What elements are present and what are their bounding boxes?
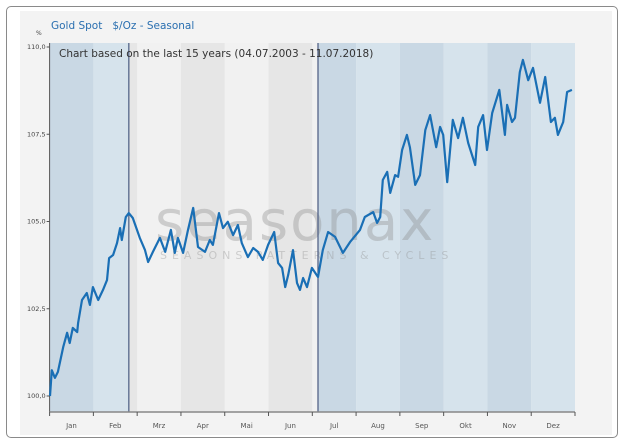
y-tick-label: 100,0 (27, 392, 46, 400)
y-unit-label: % (36, 30, 42, 37)
chart-annotation: Chart based on the last 15 years (04.07.… (59, 48, 373, 60)
watermark-brand: seasonax (155, 189, 435, 254)
watermark-tagline: SEASONS PATTERNS & CYCLES (160, 249, 453, 262)
x-tick-label: Mrz (153, 422, 166, 430)
month-shade (443, 43, 488, 412)
watermark: seasonax SEASONS PATTERNS & CYCLES (155, 189, 453, 262)
x-tick-label: Feb (109, 422, 122, 430)
y-tick-label: 102,5 (27, 305, 46, 313)
y-tick-label: 110,0 (27, 43, 46, 51)
month-shade (312, 43, 318, 412)
x-tick-label: Jan (65, 422, 77, 430)
x-tick-label: Jul (329, 422, 339, 430)
x-tick-label: Sep (415, 422, 429, 430)
chart-title[interactable]: Gold Spot $/Oz - Seasonal (51, 20, 195, 32)
month-shade (399, 43, 444, 412)
month-shade (128, 43, 138, 412)
y-tick-label: 107,5 (27, 130, 46, 138)
month-shade (531, 43, 575, 412)
y-tick-label: 105,0 (27, 218, 46, 226)
x-tick-label: Jun (284, 422, 296, 430)
month-shade (137, 43, 181, 412)
month-shade (356, 43, 400, 412)
month-shade (487, 43, 532, 412)
month-shade (268, 43, 313, 412)
month-shade (49, 43, 94, 412)
x-tick-label: Okt (459, 422, 472, 430)
x-tick-label: Apr (197, 422, 209, 430)
month-shade (224, 43, 269, 412)
month-shade (317, 43, 357, 412)
x-tick-label: Mai (240, 422, 252, 430)
x-tick-label: Dez (546, 422, 560, 430)
x-tick-label: Nov (502, 422, 516, 430)
series-line (48, 58, 573, 397)
x-tick-label: Aug (371, 422, 385, 430)
